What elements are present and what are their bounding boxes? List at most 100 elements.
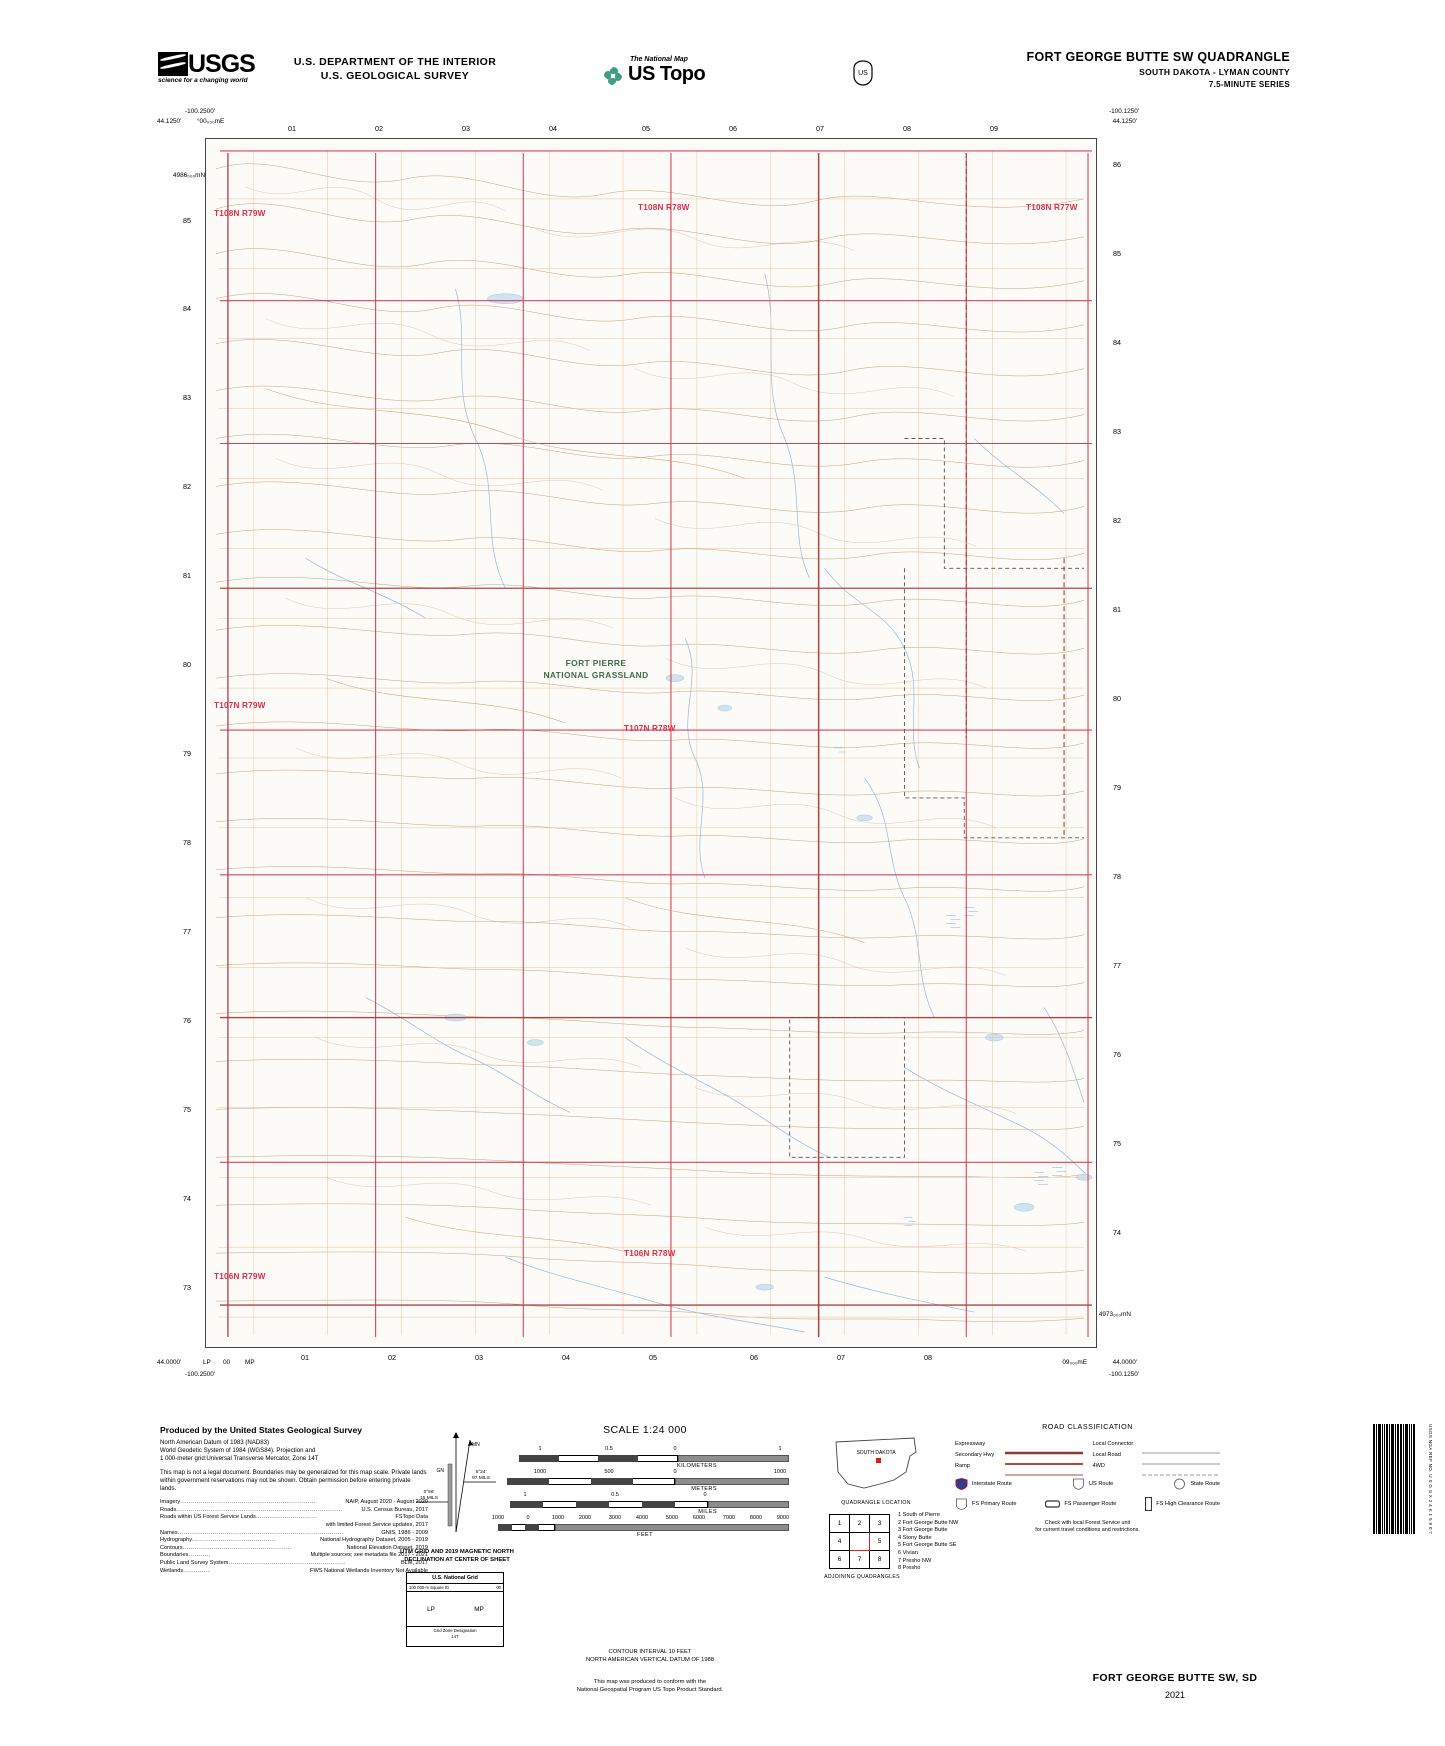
township-label: T108N R78W (638, 203, 690, 212)
ft-unit-label: FEET (637, 1532, 653, 1538)
grid-tick-bottom: 04 (562, 1353, 570, 1362)
adj-cell: 7 (849, 1550, 870, 1569)
m-scale-bar (495, 1478, 795, 1485)
northing-bottom-label: 4973₀₀₀mN (1098, 1311, 1131, 1318)
source-key: Wetlands (160, 1567, 184, 1574)
rc-label: Local Connector (1092, 1440, 1134, 1447)
corner-ne-lat: 44.1250' (1112, 118, 1137, 125)
map-neatline[interactable]: T108N R79W T108N R78W T108N R77W T107N R… (205, 138, 1097, 1348)
m-label: 1000 (773, 1469, 787, 1475)
us-topo-logo: The National Map US Topo (592, 56, 732, 92)
agency-line-1: U.S. DEPARTMENT OF THE INTERIOR (293, 56, 497, 68)
contour-interval-line-2: NORTH AMERICAN VERTICAL DATUM OF 1988 (586, 1657, 714, 1663)
mi-label: 1 (523, 1492, 527, 1498)
source-value: FSTopo Data (395, 1514, 428, 1521)
grid-tick-right: 79 (1113, 783, 1121, 792)
usng-square-id-label: 100 000-m Square ID (409, 1585, 450, 1590)
rc-icon-fs-high-clearance: FS High Clearance Route (1145, 1497, 1220, 1511)
declination-diagram: GN MN 0°56' 15 MILS 5°24' 97 MILS (408, 1424, 503, 1544)
grid-tick-bottom: 06 (750, 1353, 758, 1362)
source-key: Names (160, 1529, 178, 1536)
ft-label: 4000 (635, 1515, 649, 1521)
grid-tick-right: 74 (1113, 1228, 1121, 1237)
adjoining-quad-list: 1 South of Pierre 2 Fort George Butte NW… (898, 1512, 958, 1573)
interstate-shield-icon (955, 1478, 968, 1490)
rc-row: 4WD (1093, 1460, 1220, 1475)
declination-caption-line-1: UTM GRID AND 2019 MAGNETIC NORTH (400, 1549, 514, 1555)
source-key: Contours (160, 1544, 183, 1551)
m-scale-labels: 1000 500 0 1000 (495, 1469, 795, 1478)
grid-declination-angle: 0°56' (423, 1490, 435, 1495)
dot-leader: ........................................… (177, 1529, 345, 1536)
township-label: T107N R78W (624, 724, 676, 733)
adj-list-item: 8 Presho (898, 1565, 921, 1572)
grid-tick-left: 81 (183, 571, 191, 580)
grid-tick-left: 79 (183, 749, 191, 758)
source-key: Roads (160, 1506, 177, 1513)
grid-tick-bottom: 01 (301, 1353, 309, 1362)
ft-label: 7000 (722, 1515, 736, 1521)
township-label: T108N R77W (1026, 203, 1078, 212)
rc-left-column: Expressway Secondary Hwy Ramp (955, 1438, 1083, 1476)
adj-cell: 2 (849, 1514, 870, 1533)
map-area[interactable]: 44.1250' -100.2500' °00₀₀₀mE 44.1250' -1… (157, 108, 1139, 1378)
grid-tick-right: 77 (1113, 961, 1121, 970)
adj-list-item: 6 Vivian (898, 1549, 918, 1556)
ft-label: 2000 (578, 1515, 592, 1521)
dot-leader: ........................................… (228, 1559, 346, 1566)
source-row: Contours................................… (160, 1545, 428, 1553)
rc-icon-label: FS Passenger Route (1064, 1500, 1117, 1507)
adj-list-item: 2 Fort George Butte NW (898, 1519, 959, 1526)
source-key: Imagery (160, 1499, 181, 1506)
rc-line-sample (1004, 1453, 1083, 1465)
km-label: 1 (538, 1446, 542, 1452)
source-metadata-list: Imagery.................................… (160, 1499, 428, 1575)
grid-tick-top: 04 (549, 124, 557, 133)
source-value: U.S. Census Bureau, 2017 (361, 1506, 428, 1513)
datum-line-1: North American Datum of 1983 (NAD83) (160, 1439, 270, 1446)
grid-zone-label: Grid Zone Designation (433, 1628, 477, 1633)
conformance-note: This map was produced to conform with th… (520, 1678, 780, 1694)
rc-label: Secondary Hwy (955, 1451, 995, 1458)
rc-right-column: Local Connector Local Road 4WD (1092, 1438, 1220, 1475)
us-route-shield-icon (1073, 1478, 1084, 1490)
source-row: Boundaries........... Multiple sources; s… (160, 1552, 428, 1560)
corner-nw-lon: -100.2500' (185, 108, 216, 115)
source-key: Roads within US Forest Service Lands (160, 1514, 256, 1521)
mi-unit-label: MILES (698, 1509, 717, 1515)
fs-note-line-2: for current travel conditions and restri… (1035, 1527, 1140, 1534)
adj-cell-current (849, 1532, 870, 1551)
township-label: T107N R79W (214, 701, 266, 710)
rc-icon-us-route: US Route (1072, 1478, 1113, 1490)
adj-cell: 4 (829, 1532, 850, 1551)
svg-text:GN: GN (437, 1468, 445, 1474)
ft-label: 0 (526, 1515, 530, 1521)
usng-top-center: 00 (496, 1585, 501, 1590)
datum-line-3: 1 000-meter grid:Universal Transverse Me… (160, 1455, 319, 1463)
usng-header-row: 100 000-m Square ID 00 (407, 1584, 503, 1592)
scale-block: SCALE 1:24 000 1 0.5 0 1 KILOMETERS 1000… (492, 1424, 795, 1538)
svg-text:MN: MN (472, 1442, 480, 1448)
grid-tick-left: 83 (183, 393, 191, 402)
rc-line-sample (1142, 1442, 1220, 1454)
source-row: Public Land Survey System...............… (160, 1560, 428, 1568)
fs-passenger-route-icon (1045, 1500, 1061, 1508)
grid-tick-right: 80 (1113, 694, 1121, 703)
adj-cell: 8 (869, 1550, 890, 1569)
road-classification-title: ROAD CLASSIFICATION (1042, 1422, 1133, 1431)
adj-cell: 6 (829, 1550, 850, 1569)
rc-icon-label: Interstate Route (972, 1481, 1012, 1487)
magnetic-declination-mils: 97 MILS (472, 1476, 490, 1481)
agency-line-2: U.S. GEOLOGICAL SURVEY (320, 70, 470, 82)
map-canvas[interactable] (206, 139, 1096, 1347)
adj-list-item: 3 Fort George Butte (898, 1527, 948, 1534)
usng-cell-mp: MP (474, 1605, 484, 1613)
declination-caption: UTM GRID AND 2019 MAGNETIC NORTH DECLINA… (382, 1548, 532, 1564)
rc-line-sample (1004, 1464, 1083, 1476)
rc-line-sample (1142, 1464, 1220, 1475)
forest-service-shield-icon: US (852, 60, 874, 86)
credits-title: Produced by the United States Geological… (160, 1425, 363, 1435)
grid-tick-left: 84 (183, 304, 191, 313)
grid-tick-bottom: 03 (475, 1353, 483, 1362)
